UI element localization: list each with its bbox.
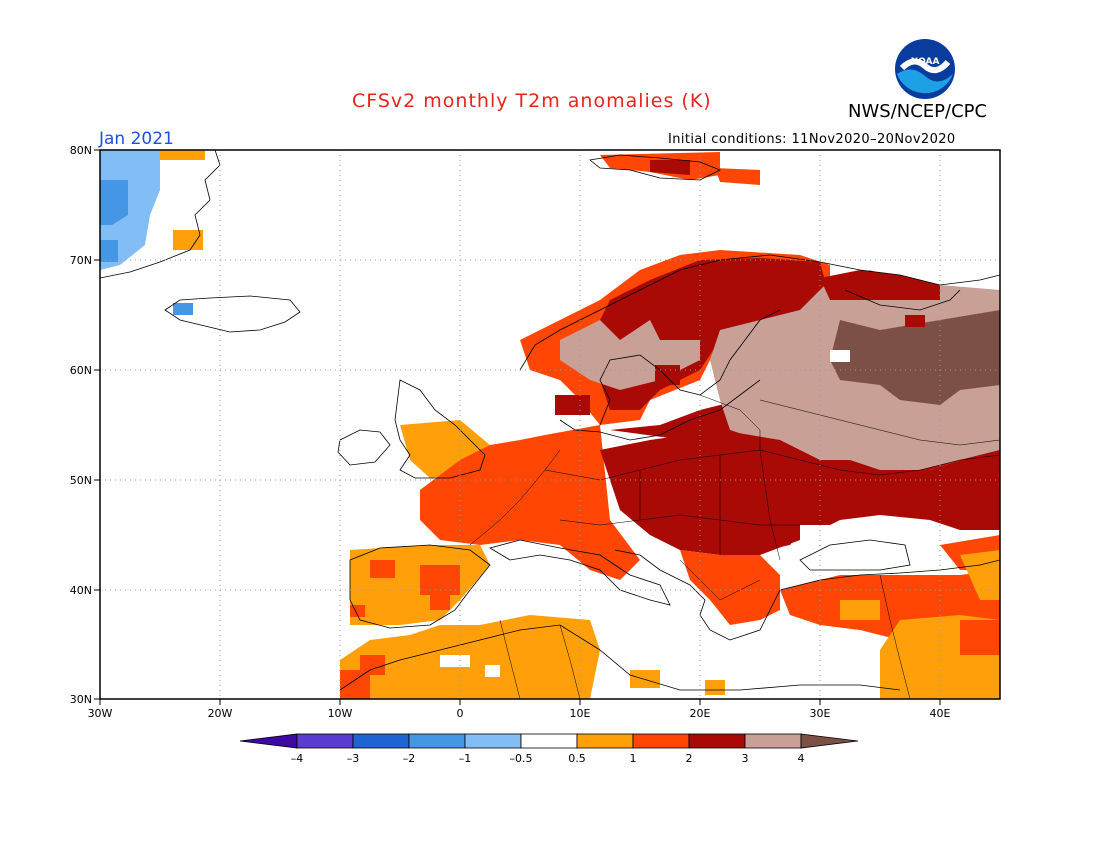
lat-label: 70N: [70, 254, 92, 267]
colorbar-label: 0.5: [568, 752, 586, 765]
forecast-month: Jan 2021: [99, 129, 174, 149]
colorbar-label: –0.5: [510, 752, 533, 765]
colorbar-segment: [800, 733, 859, 749]
colorbar-segment: [520, 733, 578, 749]
colorbar-label: –3: [347, 752, 360, 765]
colorbar-label: –4: [291, 752, 304, 765]
colorbar-segment: [464, 733, 522, 749]
colorbar-segment: [352, 733, 410, 749]
coastlines: [100, 150, 1000, 691]
noaa-logo-icon: NOAA: [895, 39, 955, 99]
colorbar-segment: [744, 733, 802, 749]
lon-label: 20W: [208, 707, 233, 720]
agency-label: NWS/NCEP/CPC: [848, 101, 988, 122]
lon-label: 10E: [570, 707, 591, 720]
lat-label: 80N: [70, 144, 92, 157]
colorbar-segment: [239, 733, 298, 749]
lat-label: 60N: [70, 364, 92, 377]
lon-label: 10W: [328, 707, 353, 720]
colorbar-segment: [688, 733, 746, 749]
lat-label: 30N: [70, 693, 92, 706]
lat-label: 50N: [70, 474, 92, 487]
colorbar-segment: [296, 733, 354, 749]
map-frame: [99, 149, 1001, 700]
colorbar-label: 1: [630, 752, 637, 765]
lon-label: 30E: [810, 707, 831, 720]
colorbar-segment: [408, 733, 466, 749]
anomaly-field: [100, 150, 1000, 699]
lon-label: 40E: [930, 707, 951, 720]
colorbar: [239, 733, 859, 749]
logo-text: NOAA: [911, 57, 940, 67]
lon-label: 30W: [88, 707, 113, 720]
colorbar-segment: [576, 733, 634, 749]
colorbar-label: 4: [798, 752, 805, 765]
colorbar-label: –2: [403, 752, 416, 765]
colorbar-label: –1: [459, 752, 472, 765]
colorbar-label: 2: [686, 752, 693, 765]
colorbar-segment: [632, 733, 690, 749]
axis-ticks: [94, 149, 941, 705]
graticule: [100, 150, 1000, 699]
lat-label: 40N: [70, 584, 92, 597]
initial-conditions: Initial conditions: 11Nov2020–20Nov2020: [668, 132, 956, 147]
colorbar-label: 3: [742, 752, 749, 765]
lon-label: 20E: [690, 707, 711, 720]
lon-label: 0: [457, 707, 464, 720]
map-title: CFSv2 monthly T2m anomalies (K): [352, 90, 712, 112]
